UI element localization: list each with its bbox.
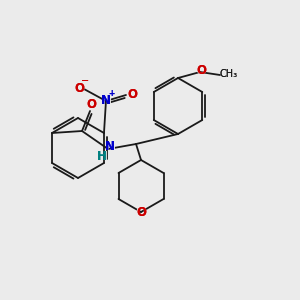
Text: O: O	[86, 98, 96, 110]
Text: O: O	[196, 64, 206, 77]
Text: H: H	[97, 149, 108, 163]
Text: N: N	[105, 140, 115, 154]
Text: O: O	[136, 206, 146, 220]
Text: N: N	[101, 94, 111, 106]
Text: H: H	[97, 149, 107, 163]
Text: O: O	[135, 206, 147, 220]
Text: O: O	[195, 64, 207, 77]
Text: +: +	[108, 89, 114, 98]
Text: N: N	[100, 94, 112, 106]
Text: O: O	[74, 82, 85, 94]
Text: −: −	[81, 76, 89, 86]
Text: N: N	[105, 140, 115, 154]
Text: O: O	[136, 206, 146, 220]
Text: O: O	[127, 88, 137, 100]
Text: O: O	[74, 82, 84, 94]
Text: O: O	[196, 64, 206, 77]
Text: O: O	[127, 88, 137, 100]
Text: H: H	[97, 149, 107, 163]
Text: O: O	[126, 88, 138, 100]
Text: O: O	[85, 98, 97, 110]
Text: +: +	[108, 89, 114, 98]
Text: −: −	[81, 76, 89, 86]
Text: N: N	[101, 94, 111, 106]
Text: CH₃: CH₃	[220, 69, 238, 79]
Text: CH₃: CH₃	[220, 69, 238, 79]
Text: O: O	[86, 98, 96, 110]
Text: O: O	[74, 82, 84, 94]
Text: N: N	[104, 140, 116, 154]
